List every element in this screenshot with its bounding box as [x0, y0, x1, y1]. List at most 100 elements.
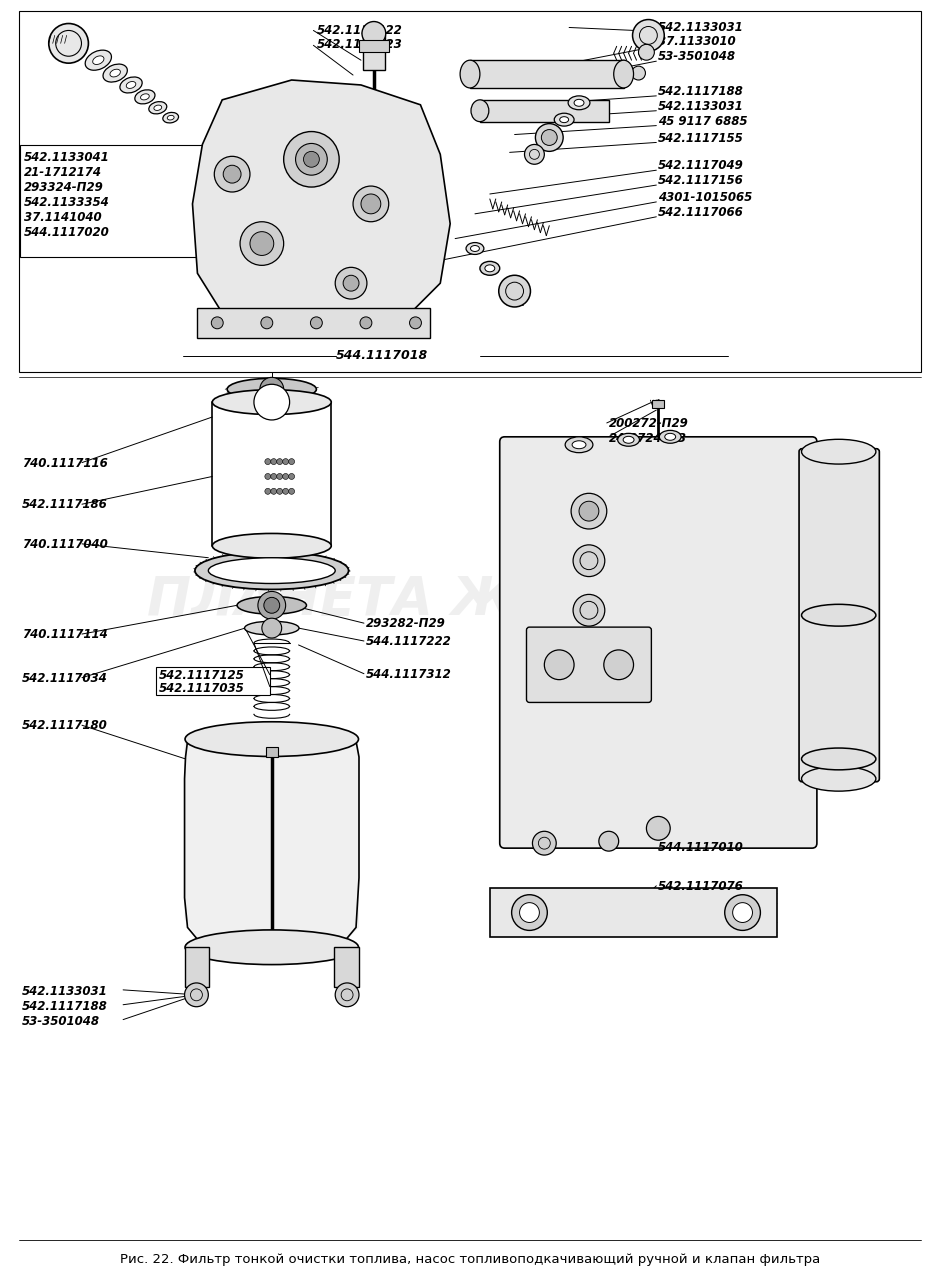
Bar	[652, 401, 665, 408]
Ellipse shape	[572, 440, 586, 449]
Circle shape	[284, 132, 339, 187]
Text: 542.1117066: 542.1117066	[658, 206, 744, 219]
Text: 740.1117114: 740.1117114	[22, 628, 108, 641]
Text: 542.1117049: 542.1117049	[658, 159, 744, 173]
Text: 542.1117155: 542.1117155	[658, 132, 744, 145]
Circle shape	[214, 156, 250, 192]
Text: 544.1117222: 544.1117222	[366, 635, 452, 648]
Text: 542.1133031: 542.1133031	[658, 100, 744, 113]
Circle shape	[525, 145, 544, 164]
Circle shape	[633, 19, 665, 51]
Polygon shape	[193, 81, 450, 333]
Ellipse shape	[185, 722, 358, 756]
Ellipse shape	[227, 379, 317, 401]
Circle shape	[304, 151, 320, 168]
Ellipse shape	[244, 621, 299, 635]
Ellipse shape	[568, 96, 590, 110]
Circle shape	[647, 817, 670, 840]
Circle shape	[573, 545, 604, 576]
Ellipse shape	[802, 748, 876, 769]
Ellipse shape	[574, 100, 584, 106]
Text: 542.1104123: 542.1104123	[317, 38, 402, 51]
Text: 45 9117 6885: 45 9117 6885	[658, 115, 748, 128]
Ellipse shape	[209, 558, 336, 584]
Ellipse shape	[212, 389, 331, 415]
FancyBboxPatch shape	[500, 436, 817, 849]
Circle shape	[212, 317, 223, 329]
Circle shape	[289, 458, 294, 465]
Text: 21-1712174: 21-1712174	[24, 166, 102, 179]
Text: 293282-П29: 293282-П29	[366, 617, 446, 630]
Text: 544.1117018: 544.1117018	[337, 348, 429, 362]
Text: 542.1117035: 542.1117035	[159, 682, 244, 695]
Circle shape	[283, 489, 289, 494]
Polygon shape	[184, 741, 359, 952]
Circle shape	[362, 22, 385, 45]
Circle shape	[295, 143, 327, 175]
Circle shape	[271, 458, 276, 465]
Bar	[197, 308, 431, 338]
Circle shape	[49, 23, 88, 63]
Text: 544.1117010: 544.1117010	[658, 841, 744, 854]
Ellipse shape	[485, 265, 494, 271]
Text: 37.1133010: 37.1133010	[658, 36, 736, 49]
Circle shape	[536, 124, 563, 151]
Ellipse shape	[802, 439, 876, 465]
Circle shape	[353, 186, 389, 221]
Text: 53-3501048: 53-3501048	[22, 1015, 100, 1028]
Circle shape	[289, 474, 294, 480]
Ellipse shape	[167, 115, 174, 120]
Ellipse shape	[471, 100, 489, 122]
Circle shape	[579, 502, 599, 521]
Text: 740.1117040: 740.1117040	[22, 538, 108, 550]
Bar	[266, 748, 277, 756]
Circle shape	[532, 831, 556, 855]
Ellipse shape	[126, 82, 136, 88]
Circle shape	[250, 232, 274, 256]
FancyBboxPatch shape	[526, 627, 651, 703]
Circle shape	[254, 384, 290, 420]
Circle shape	[572, 493, 607, 529]
Circle shape	[258, 591, 286, 620]
Text: 542.1117188: 542.1117188	[658, 84, 744, 99]
Circle shape	[265, 474, 271, 480]
Circle shape	[499, 275, 530, 307]
Ellipse shape	[134, 90, 155, 104]
Text: 542.1117125: 542.1117125	[159, 668, 244, 682]
Text: 544.1117312: 544.1117312	[366, 668, 452, 681]
Circle shape	[725, 895, 760, 931]
Text: 542.1117180: 542.1117180	[22, 719, 108, 732]
Text: 542.1117076: 542.1117076	[658, 879, 744, 893]
Text: ПЛАНЕТА ЖЕЛЕЗЯКА: ПЛАНЕТА ЖЕЛЕЗЯКА	[147, 575, 793, 626]
Ellipse shape	[163, 113, 179, 123]
Text: 740.1117116: 740.1117116	[22, 457, 108, 470]
Circle shape	[223, 165, 241, 183]
Ellipse shape	[86, 50, 112, 70]
Text: 200272-П29: 200272-П29	[609, 417, 688, 430]
Text: 542.1117034: 542.1117034	[22, 672, 108, 685]
Circle shape	[261, 317, 273, 329]
Circle shape	[511, 895, 547, 931]
Text: 293324-П29: 293324-П29	[24, 180, 103, 195]
Ellipse shape	[141, 93, 149, 100]
Circle shape	[336, 983, 359, 1006]
Ellipse shape	[93, 56, 104, 64]
Text: 542.1133031: 542.1133031	[22, 984, 108, 998]
Circle shape	[541, 129, 557, 146]
Circle shape	[732, 902, 753, 923]
Circle shape	[276, 474, 283, 480]
Bar	[363, 36, 384, 70]
Circle shape	[271, 489, 276, 494]
Circle shape	[262, 618, 282, 637]
Ellipse shape	[802, 767, 876, 791]
Text: 53-3501048: 53-3501048	[658, 50, 736, 63]
Circle shape	[265, 489, 271, 494]
Ellipse shape	[559, 116, 569, 123]
Bar	[359, 41, 389, 52]
Circle shape	[638, 45, 654, 60]
Circle shape	[343, 275, 359, 291]
Circle shape	[599, 831, 619, 851]
FancyBboxPatch shape	[799, 449, 879, 782]
Ellipse shape	[460, 60, 480, 88]
Ellipse shape	[149, 101, 166, 114]
